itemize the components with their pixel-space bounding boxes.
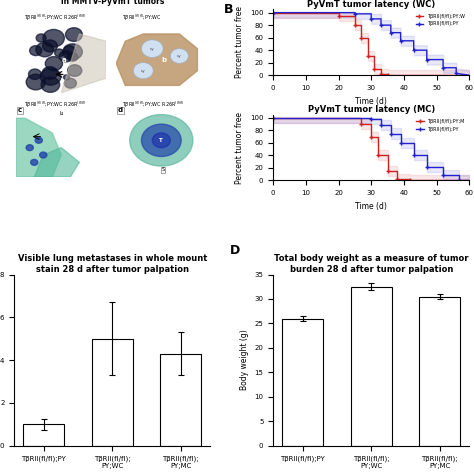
Legend: TβRII(fl/fl);PY;M, TβRII(fl/fl);PY: TβRII(fl/fl);PY;M, TβRII(fl/fl);PY [414, 117, 467, 134]
Text: T$\beta$RII$^{(fl/fl)}$;PY;WC R26R$^{(fl/fl)}$: T$\beta$RII$^{(fl/fl)}$;PY;WC R26R$^{(fl… [24, 100, 87, 110]
Bar [351, 287, 392, 446]
Title: Total body weight as a measure of tumor
burden 28 d after tumor palpation: Total body weight as a measure of tumor … [274, 255, 468, 274]
Bar [23, 424, 64, 446]
Bar [282, 319, 323, 446]
Bar [91, 339, 133, 446]
X-axis label: Time (d): Time (d) [355, 97, 387, 106]
Title: PyVmT tumor latency (WC): PyVmT tumor latency (WC) [307, 0, 435, 9]
Text: B: B [224, 3, 234, 16]
Y-axis label: Percent tumor free: Percent tumor free [236, 6, 244, 78]
Text: T$\beta$RII$^{(fl/fl)}$;PY;WC: T$\beta$RII$^{(fl/fl)}$;PY;WC [122, 13, 162, 23]
Text: T$\beta$RII$^{(fl/fl)}$;PY;WC R26R$^{(fl/fl)}$: T$\beta$RII$^{(fl/fl)}$;PY;WC R26R$^{(fl… [122, 100, 185, 110]
Text: T$\beta$RII$^{(fl/fl)}$;PY;WC R26R$^{(fl/fl)}$: T$\beta$RII$^{(fl/fl)}$;PY;WC R26R$^{(fl… [24, 13, 87, 23]
Bar [419, 297, 460, 446]
Title: Visible lung metastases in whole mount
stain 28 d after tumor palpation: Visible lung metastases in whole mount s… [18, 255, 207, 274]
Y-axis label: Percent tumor free: Percent tumor free [236, 111, 244, 183]
Title: PyVmT tumor latency (MC): PyVmT tumor latency (MC) [308, 105, 435, 114]
Text: D: D [230, 244, 240, 257]
Legend: TβRII(fl/fl);PY;W, TβRII(fl/fl);PY: TβRII(fl/fl);PY;W, TβRII(fl/fl);PY [414, 12, 467, 28]
Y-axis label: Body weight (g): Body weight (g) [240, 330, 249, 391]
Text: WAP-Cre-mediated Rosa26R activation
in MMTV-PyVmT tumors: WAP-Cre-mediated Rosa26R activation in M… [28, 0, 196, 6]
X-axis label: Time (d): Time (d) [355, 202, 387, 211]
Bar [160, 354, 201, 446]
